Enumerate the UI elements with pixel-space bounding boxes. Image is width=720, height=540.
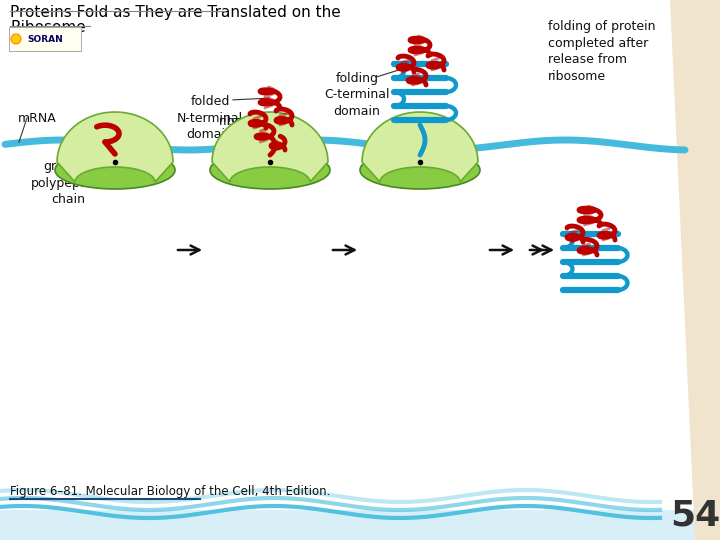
Text: Ribosome: Ribosome [10,20,86,35]
Polygon shape [362,112,478,182]
Ellipse shape [55,151,175,189]
Text: 54: 54 [670,498,720,532]
Text: Proteins Fold as They are Translated on the: Proteins Fold as They are Translated on … [10,5,341,20]
Text: folding
C-terminal
domain: folding C-terminal domain [324,72,390,118]
Bar [0,510,720,540]
Text: growing
polypeptide
chain: growing polypeptide chain [31,160,105,206]
Text: Figure 6–81. Molecular Biology of the Cell, 4th Edition.: Figure 6–81. Molecular Biology of the Ce… [10,485,330,498]
Ellipse shape [360,151,480,189]
Text: SORAN: SORAN [27,35,63,44]
Ellipse shape [210,151,330,189]
Polygon shape [57,112,173,182]
FancyBboxPatch shape [9,27,81,51]
Text: ribosome: ribosome [219,115,277,128]
Text: mRNA: mRNA [18,112,57,125]
Text: folding of protein
completed after
release from
ribosome: folding of protein completed after relea… [548,20,655,83]
Text: folded
N-terminal
domain: folded N-terminal domain [177,95,243,141]
Circle shape [11,34,21,44]
Polygon shape [212,112,328,182]
Polygon shape [670,0,720,540]
